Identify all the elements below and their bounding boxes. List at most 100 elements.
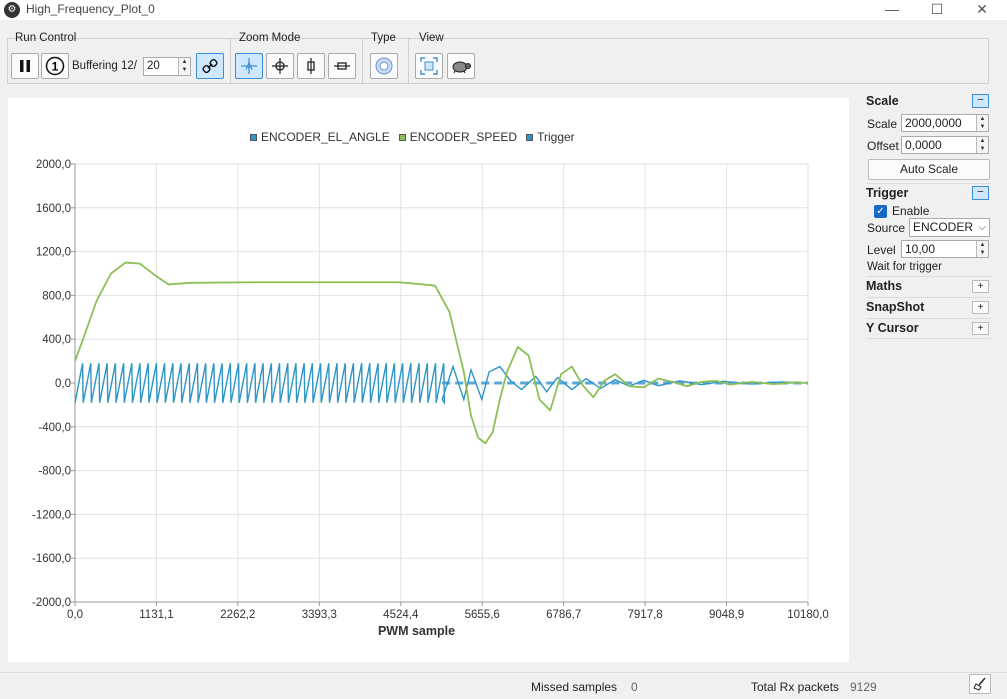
level-label: Level [867,243,896,257]
legend-label: ENCODER_EL_ANGLE [261,130,390,144]
snapshot-section-header[interactable]: SnapShot + [866,299,991,317]
level-input[interactable]: 10,00 ▲ ▼ [901,240,989,258]
collapse-icon[interactable]: − [972,94,989,108]
plot-type-button[interactable] [370,53,398,79]
y-tick-label: -1600,0 [32,553,71,565]
run-control-label: Run Control [15,32,77,44]
offset-value: 0,0000 [905,138,942,152]
scale-section-title: Scale [866,94,899,108]
app-icon: ⚙ [4,2,20,18]
offset-input[interactable]: 0,0000 ▲ ▼ [901,136,989,154]
scale-label: Scale [867,117,898,131]
expand-icon[interactable]: + [972,280,989,293]
missed-samples-label: Missed samples [531,680,618,694]
svg-text:A: A [245,61,253,73]
toolbar [7,38,989,84]
expand-icon[interactable]: + [972,322,989,335]
buffering-label: Buffering 12/ [72,60,138,72]
divider [866,297,991,298]
fit-view-button[interactable] [415,53,443,79]
y-tick-label: 400,0 [42,334,71,346]
y-tick-label: -800,0 [38,466,71,478]
legend-item-trigger[interactable]: Trigger [526,130,575,144]
legend-swatch [398,133,406,141]
pause-button[interactable] [11,53,39,79]
toolbar-divider [230,38,231,84]
view-label: View [419,32,444,44]
maths-section-title: Maths [866,279,903,293]
y-tick-label: -400,0 [38,422,71,434]
scale-spinner[interactable]: ▲ ▼ [976,115,988,131]
x-tick-label: 1131,1 [139,609,173,621]
enable-checkbox[interactable]: ✓ [874,205,887,218]
chevron-down-icon: ⌵ [978,222,986,233]
buffering-count-value: 20 [147,60,160,72]
type-label: Type [371,32,396,44]
enable-label: Enable [892,204,930,218]
broom-icon [973,677,986,691]
side-panel [864,92,992,668]
single-shot-button[interactable]: 1 [41,53,69,79]
divider [866,338,991,339]
legend-item-encoder-speed[interactable]: ENCODER_SPEED [398,130,518,144]
chart-legend: ENCODER_EL_ANGLE ENCODER_SPEED Trigger [250,130,575,144]
trigger-section-title: Trigger [866,186,909,200]
x-tick-label: 0,0 [67,609,83,621]
status-bar: Missed samples 0 Total Rx packets 9129 [0,672,1007,699]
legend-item-encoder-el-angle[interactable]: ENCODER_EL_ANGLE [250,130,390,144]
buffering-spinner[interactable]: ▲ ▼ [178,58,190,75]
ycursor-section-header[interactable]: Y Cursor + [866,320,991,338]
scale-section-header[interactable]: Scale − [866,93,991,111]
zoom-xy-icon [272,58,288,74]
zoom-mode-label: Zoom Mode [239,32,301,44]
x-tick-label: 5655,6 [465,609,500,621]
ycursor-section-title: Y Cursor [866,321,919,335]
zoom-auto-button[interactable]: A [235,53,263,79]
title-bar: ⚙ High_Frequency_Plot_0 — ☐ ✕ [0,0,1007,20]
auto-scale-button[interactable]: Auto Scale [868,159,990,180]
close-button[interactable]: ✕ [976,1,988,17]
trigger-section-header[interactable]: Trigger − [866,185,991,203]
x-tick-label: 7917,8 [628,609,663,621]
scale-input[interactable]: 2000,0000 ▲ ▼ [901,114,989,132]
legend-label: ENCODER_SPEED [409,130,518,144]
snapshot-section-title: SnapShot [866,300,925,314]
maths-section-header[interactable]: Maths + [866,278,991,296]
y-tick-label: -2000,0 [32,597,71,609]
zoom-xy-button[interactable] [266,53,294,79]
zoom-x-button[interactable] [328,53,356,79]
collapse-icon[interactable]: − [972,186,989,200]
source-select[interactable]: ENCODER ⌵ [909,218,990,237]
link-button[interactable] [196,53,224,79]
divider [866,276,991,277]
y-tick-label: 0,0 [55,378,71,390]
svg-text:1: 1 [52,60,59,74]
legend-swatch [526,133,534,141]
buffering-count-input[interactable]: 20 ▲ ▼ [143,57,191,76]
turtle-icon [452,61,471,74]
zoom-y-icon [307,58,315,74]
fit-view-icon [420,57,438,75]
divider [866,183,991,184]
trigger-status: Wait for trigger [867,261,942,273]
level-spinner[interactable]: ▲ ▼ [976,241,988,257]
minimize-button[interactable]: — [885,1,899,17]
source-label: Source [867,221,906,235]
y-tick-label: 1600,0 [36,203,71,215]
scale-value: 2000,0000 [905,116,962,130]
clear-button[interactable] [969,674,991,694]
maximize-button[interactable]: ☐ [930,1,944,17]
legend-swatch [250,133,257,141]
y-tick-label: 2000,0 [36,159,71,171]
zoom-y-button[interactable] [297,53,325,79]
plot-type-icon [375,57,393,75]
expand-icon[interactable]: + [972,301,989,314]
level-value: 10,00 [905,242,936,256]
offset-spinner[interactable]: ▲ ▼ [976,137,988,153]
series-encoder-speed-line [74,261,809,445]
legend-label: Trigger [537,130,575,144]
x-tick-label: 2262,2 [220,609,255,621]
turtle-view-button[interactable] [447,53,475,79]
single-shot-icon: 1 [45,56,65,76]
